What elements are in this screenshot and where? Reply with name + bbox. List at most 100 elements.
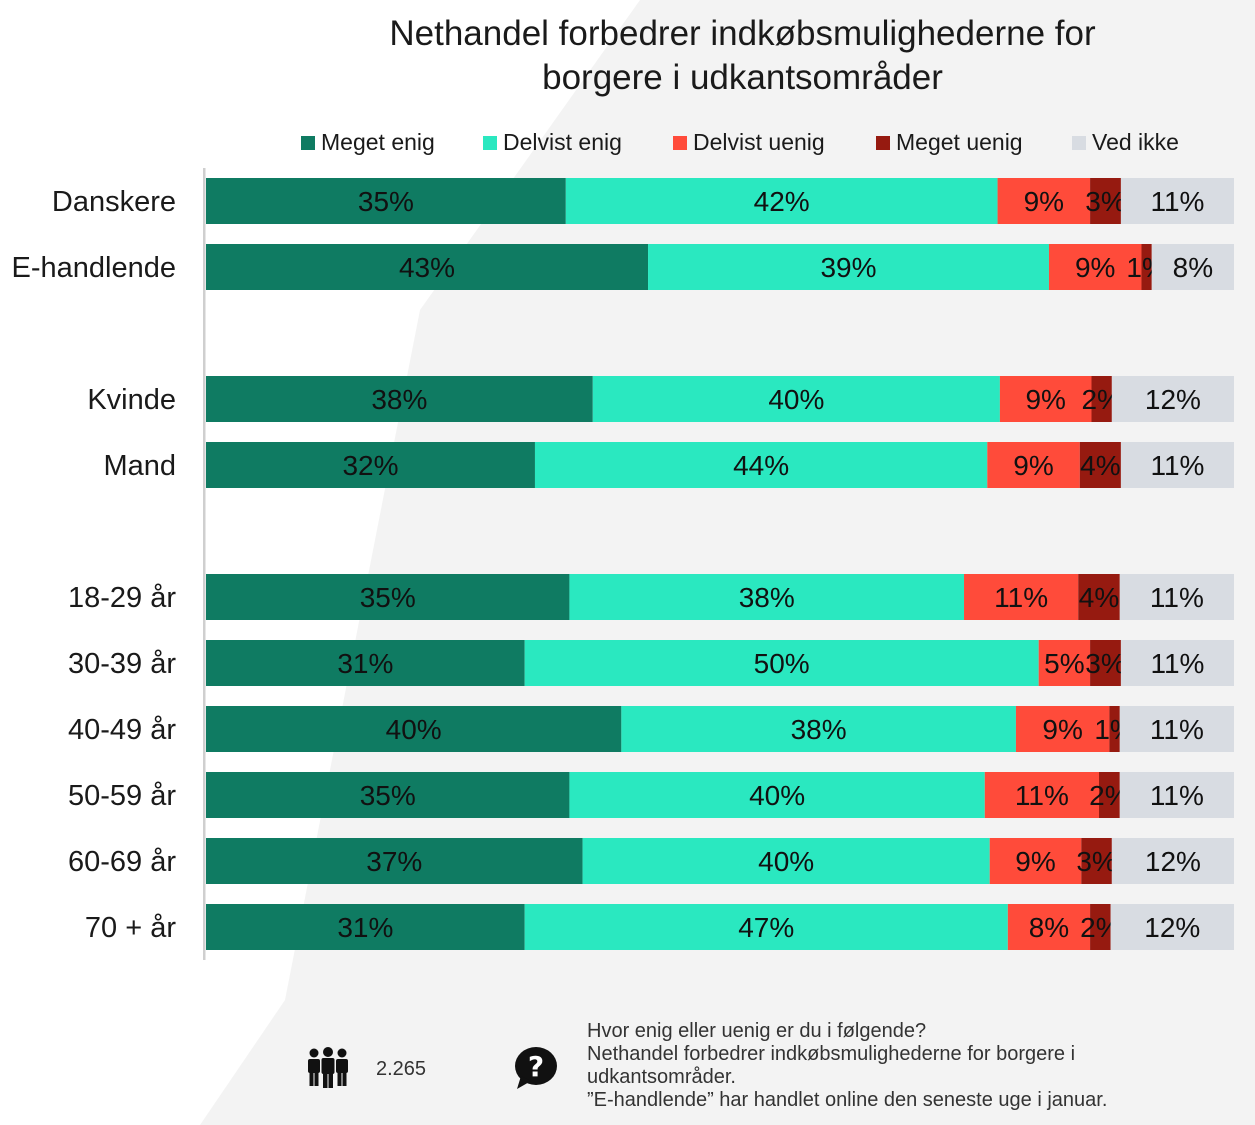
bar-segment <box>1141 244 1152 290</box>
bar-segment <box>1015 706 1110 752</box>
bar-segment <box>1120 178 1234 224</box>
bar-segment <box>1111 376 1234 422</box>
legend-label: Delvist enig <box>503 129 622 155</box>
bar-segment <box>1090 904 1111 950</box>
data-label: 35% <box>360 582 416 613</box>
data-label: 12% <box>1144 912 1200 943</box>
data-label: 11% <box>1150 648 1204 679</box>
bar-segment <box>1048 244 1142 290</box>
data-label: 40% <box>386 714 442 745</box>
data-label: 32% <box>342 450 398 481</box>
bar-segment <box>1109 706 1120 752</box>
bar-segment <box>206 640 525 686</box>
chart-title-line-2: borgere i udkantsområder <box>542 58 943 97</box>
bar-segment <box>206 442 535 488</box>
bar-segment <box>592 376 1000 422</box>
data-label: 3% <box>1085 648 1125 679</box>
data-label: 11% <box>994 582 1048 613</box>
data-label: 3% <box>1076 846 1116 877</box>
category-label: 40-49 år <box>68 714 176 746</box>
bar-segment <box>1099 772 1120 818</box>
bar-segment <box>206 904 525 950</box>
data-label: 44% <box>733 450 789 481</box>
data-label: 9% <box>1042 714 1082 745</box>
data-label: 8% <box>1173 252 1213 283</box>
legend-swatch <box>876 135 890 150</box>
legend-item-delvist-uenig: Delvist uenig <box>673 129 825 156</box>
data-label: 50% <box>754 648 810 679</box>
data-label: 35% <box>358 186 414 217</box>
category-label: 50-59 år <box>68 780 176 812</box>
data-label: 39% <box>820 252 876 283</box>
category-label: 70 + år <box>85 912 176 944</box>
bar-segment <box>569 574 965 620</box>
data-label: 40% <box>768 384 824 415</box>
bar-segment <box>1110 904 1234 950</box>
bar-segment <box>534 442 988 488</box>
data-label: 3% <box>1085 186 1125 217</box>
chart-title-line-1: Nethandel forbedrer indkøbsmulighederne … <box>389 14 1096 53</box>
data-label: 9% <box>1025 384 1065 415</box>
bar-segment <box>989 838 1082 884</box>
category-label: 60-69 år <box>68 846 176 878</box>
legend-label: Meget uenig <box>896 129 1023 155</box>
survey-question-line-3: udkantsområder. <box>587 1066 736 1088</box>
survey-question: Hvor enig eller uenig er du i følgende? … <box>587 1020 1227 1112</box>
survey-question-line-2: Nethandel forbedrer indkøbsmulighederne … <box>587 1043 1076 1065</box>
respondent-count: 2.265 <box>376 1058 427 1080</box>
bar-segment <box>621 706 1016 752</box>
legend-item-delvist-enig: Delvist enig <box>483 129 622 156</box>
data-label: 4% <box>1079 582 1119 613</box>
legend-item-meget-uenig: Meget uenig <box>876 129 1023 156</box>
bar-segment <box>1007 904 1091 950</box>
data-label: 38% <box>791 714 847 745</box>
category-label: Kvinde <box>87 384 176 416</box>
bar-segment <box>1111 838 1234 884</box>
bar-segment <box>206 706 622 752</box>
data-label: 37% <box>366 846 422 877</box>
people-icon <box>308 1047 348 1088</box>
survey-question-line-1: Hvor enig eller uenig er du i følgende? <box>587 1020 927 1042</box>
y-axis-line <box>203 168 206 960</box>
data-label: 47% <box>738 912 794 943</box>
bar-segment <box>1151 244 1234 290</box>
legend-swatch <box>301 135 315 150</box>
svg-text:?: ? <box>528 1050 544 1083</box>
bar-segment <box>984 772 1100 818</box>
data-label: 9% <box>1015 846 1055 877</box>
bar-segment <box>206 178 566 224</box>
data-label: 5% <box>1044 648 1084 679</box>
data-label: 12% <box>1145 384 1201 415</box>
data-label: 9% <box>1075 252 1115 283</box>
bar-segment <box>524 640 1039 686</box>
legend-label: Meget enig <box>321 129 435 155</box>
data-label: 12% <box>1145 846 1201 877</box>
bar-segment <box>206 244 649 290</box>
category-label: Mand <box>103 450 176 482</box>
bar-segment <box>206 772 570 818</box>
bar-segment <box>1038 640 1091 686</box>
bar-segment <box>964 574 1079 620</box>
data-label: 8% <box>1029 912 1069 943</box>
data-label: 9% <box>1013 450 1053 481</box>
bar-segment <box>524 904 1008 950</box>
data-label: 40% <box>749 780 805 811</box>
category-label: 18-29 år <box>68 582 176 614</box>
bar-segment <box>206 838 583 884</box>
legend-item-meget-enig: Meget enig <box>301 129 435 156</box>
legend-label: Ved ikke <box>1092 129 1179 155</box>
legend-label: Delvist uenig <box>693 129 825 155</box>
bar-segment <box>1119 772 1234 818</box>
chart-title: Nethandel forbedrer indkøbsmulighederne … <box>250 12 1235 100</box>
survey-question-line-4: ”E-handlende” har handlet online den sen… <box>587 1089 1108 1111</box>
legend-swatch <box>1072 135 1086 150</box>
data-label: 38% <box>739 582 795 613</box>
legend-swatch <box>673 135 687 150</box>
data-label: 11% <box>1015 780 1069 811</box>
question-bubble-icon: ? <box>515 1047 557 1089</box>
bar-segment <box>648 244 1049 290</box>
bar-segment <box>1091 376 1112 422</box>
data-label: 9% <box>1024 186 1064 217</box>
category-label: E-handlende <box>12 252 176 284</box>
